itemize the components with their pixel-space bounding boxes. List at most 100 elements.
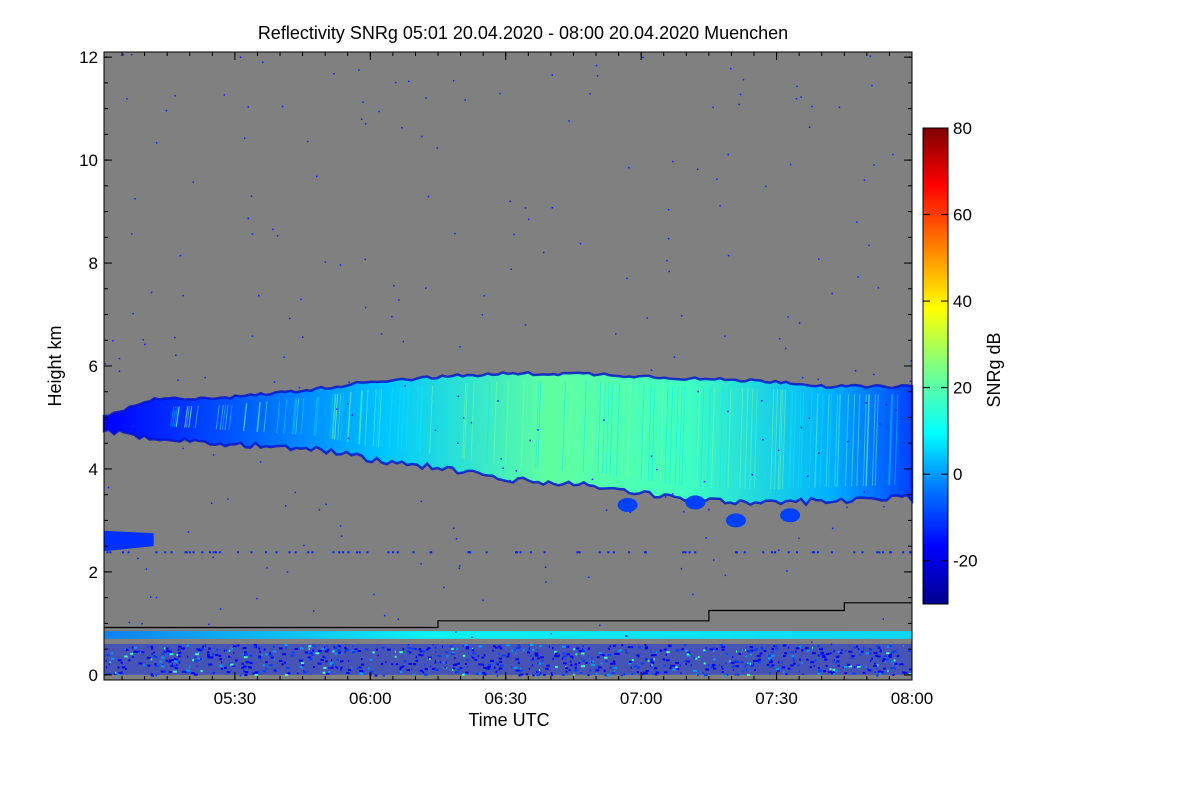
noise-pixel	[732, 656, 734, 658]
noise-pixel	[365, 648, 369, 651]
noise-pixel	[258, 647, 261, 650]
noise-pixel	[161, 656, 165, 659]
noise-pixel	[540, 672, 542, 675]
noise-pixel	[753, 660, 757, 662]
speckle	[642, 56, 644, 59]
noise-pixel	[439, 661, 442, 664]
colorbar-tick-label: 60	[953, 206, 972, 225]
speckle-row	[830, 551, 833, 554]
noise-pixel	[387, 648, 391, 651]
noise-pixel	[237, 644, 240, 647]
fall-streak	[170, 406, 175, 427]
noise-pixel	[230, 663, 234, 666]
fall-streak	[172, 406, 177, 427]
speckle-row	[485, 551, 488, 554]
noise-pixel	[329, 662, 334, 665]
noise-pixel	[569, 660, 572, 663]
noise-pixel	[687, 651, 691, 654]
noise-pixel	[223, 666, 227, 669]
noise-pixel	[262, 664, 265, 667]
fall-streak	[814, 393, 819, 488]
noise-pixel	[532, 657, 534, 660]
noise-pixel	[539, 645, 542, 647]
noise-pixel	[562, 645, 566, 648]
noise-pixel	[812, 652, 816, 655]
noise-pixel	[482, 672, 486, 674]
speckle	[599, 624, 601, 627]
noise-pixel	[140, 651, 142, 654]
noise-pixel	[259, 650, 262, 653]
fall-streak	[405, 386, 410, 451]
noise-pixel	[478, 672, 481, 675]
fall-streak	[332, 394, 337, 440]
noise-pixel	[740, 661, 744, 664]
noise-pixel	[757, 658, 761, 661]
noise-pixel	[226, 671, 231, 674]
speckle	[362, 101, 364, 103]
noise-pixel	[492, 649, 494, 652]
noise-pixel	[697, 656, 700, 658]
noise-pixel	[434, 659, 437, 662]
noise-pixel	[795, 650, 797, 653]
noise-pixel	[610, 662, 614, 665]
speckle	[251, 335, 254, 337]
fall-streak	[174, 406, 178, 427]
noise-pixel	[675, 666, 678, 669]
noise-pixel	[532, 648, 535, 651]
noise-pixel	[326, 648, 330, 651]
noise-pixel	[495, 670, 498, 673]
noise-pixel	[876, 664, 879, 667]
speckle-row	[212, 551, 215, 554]
y-tick-label: 10	[79, 151, 98, 170]
speckle-row	[387, 551, 390, 554]
speckle	[325, 503, 327, 506]
speckle	[211, 502, 213, 504]
noise-pixel	[133, 650, 136, 653]
x-tick-label: 08:00	[891, 689, 934, 708]
noise-pixel	[591, 664, 595, 666]
noise-pixel	[630, 666, 632, 669]
speckle	[672, 160, 674, 163]
fall-streak	[659, 385, 664, 483]
speckle	[500, 458, 502, 460]
speckle	[204, 376, 206, 379]
fall-streak	[871, 394, 876, 486]
speckle	[667, 237, 670, 240]
noise-pixel	[712, 665, 714, 668]
noise-pixel	[152, 674, 154, 677]
speckle	[703, 480, 706, 483]
noise-pixel	[368, 667, 370, 670]
noise-pixel	[831, 672, 835, 675]
noise-pixel	[598, 652, 603, 655]
noise-pixel	[325, 660, 328, 663]
noise-pixel	[197, 658, 200, 660]
fall-streak	[789, 390, 794, 489]
fall-streak	[797, 391, 802, 489]
noise-pixel	[650, 650, 652, 653]
noise-pixel	[209, 656, 214, 659]
noise-pixel	[105, 666, 108, 669]
noise-pixel	[328, 666, 330, 669]
noise-pixel	[686, 654, 691, 657]
speckle	[192, 181, 194, 183]
speckle	[666, 259, 668, 262]
noise-pixel	[241, 666, 245, 669]
noise-pixel	[880, 671, 884, 674]
speckle-row	[688, 551, 691, 554]
noise-pixel	[382, 674, 385, 677]
noise-pixel	[244, 653, 249, 656]
noise-pixel	[159, 660, 163, 663]
noise-pixel	[177, 648, 180, 651]
noise-pixel	[665, 653, 667, 656]
speckle-row	[265, 551, 267, 554]
speckle	[455, 538, 458, 540]
noise-pixel	[697, 674, 699, 676]
fall-streak	[779, 389, 784, 490]
noise-pixel	[525, 673, 529, 676]
noise-pixel	[733, 660, 735, 663]
noise-pixel	[595, 672, 598, 675]
fall-streak	[856, 394, 861, 487]
speckle-row	[762, 551, 765, 554]
noise-pixel	[413, 673, 416, 676]
speckle	[806, 475, 809, 477]
